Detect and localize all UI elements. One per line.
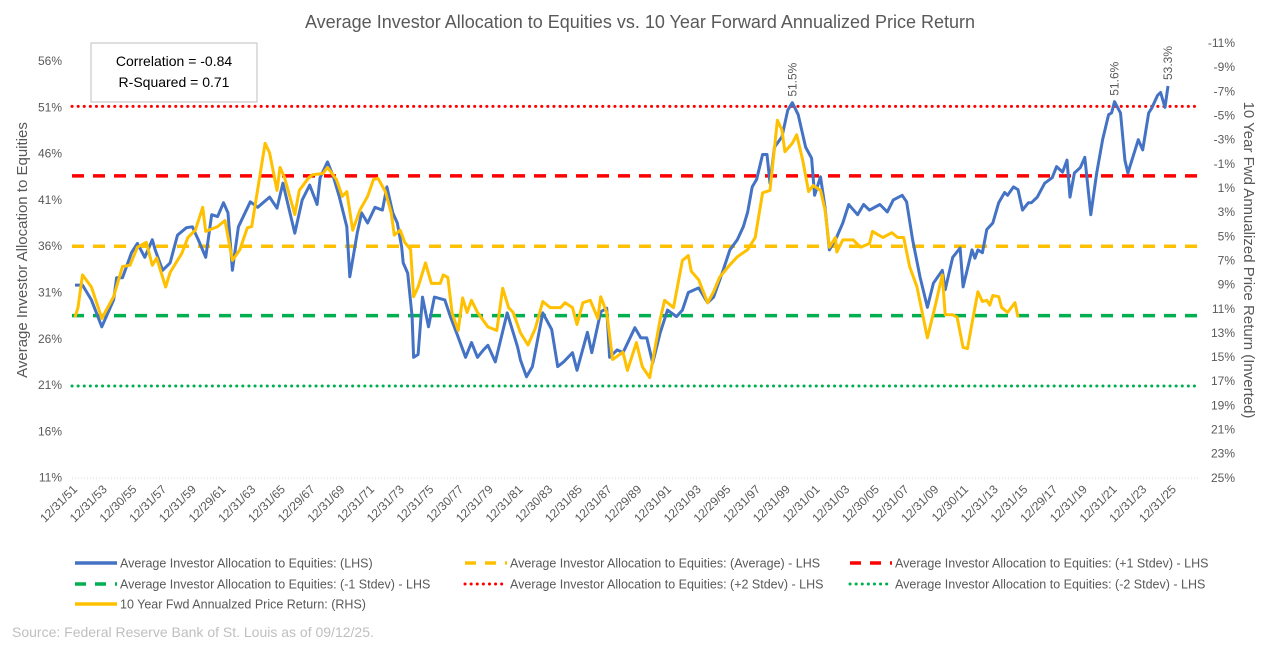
y-tick-label-left: 41% <box>38 193 62 207</box>
y-tick-label-left: 21% <box>38 378 62 392</box>
y-tick-label-left: 46% <box>38 147 62 161</box>
data-label: 51.5% <box>785 62 799 96</box>
y-tick-label-right: -5% <box>1214 108 1236 122</box>
y-tick-label-right: 5% <box>1218 229 1236 243</box>
y-tick-label-left: 31% <box>38 286 62 300</box>
series-line-allocation <box>75 85 1170 379</box>
y-axis-title-left: Average Investor Allocation to Equities <box>14 122 31 378</box>
series-group <box>73 85 1170 380</box>
y-tick-label-left: 51% <box>38 100 62 114</box>
y-tick-label-right: 13% <box>1211 326 1235 340</box>
source-note: Source: Federal Reserve Bank of St. Loui… <box>12 624 374 640</box>
y-tick-label-right: 23% <box>1211 447 1235 461</box>
legend-item-label: Average Investor Allocation to Equities:… <box>895 578 1205 592</box>
stats-box: Correlation = -0.84 R-Squared = 0.71 <box>90 42 258 103</box>
y-tick-label-right: -3% <box>1214 133 1236 147</box>
legend-item-label: Average Investor Allocation to Equities:… <box>510 557 820 571</box>
y-tick-label-right: -9% <box>1214 60 1236 74</box>
y-axis-left: 11% 16% 21% 26% 31% 36% 41% 46% 51% 56% <box>38 54 62 485</box>
y-tick-label-left: 56% <box>38 54 62 68</box>
legend-item-label: Average Investor Allocation to Equities:… <box>510 578 823 592</box>
data-label: 51.6% <box>1108 61 1122 95</box>
y-tick-label-right: 11% <box>1212 302 1235 316</box>
correlation-label: Correlation = -0.84 <box>116 53 233 69</box>
data-label: 53.3% <box>1161 46 1175 80</box>
y-tick-label-right: 19% <box>1211 398 1235 412</box>
reference-lines <box>70 104 1200 388</box>
legend: Average Investor Allocation to Equities:… <box>75 557 1208 612</box>
annotations: 51.5% 51.6% 53.3% <box>785 46 1175 97</box>
y-tick-label-right: 17% <box>1211 374 1235 388</box>
legend-item-label: 10 Year Fwd Annualzed Price Return: (RHS… <box>120 598 366 612</box>
chart-title: Average Investor Allocation to Equities … <box>305 12 975 32</box>
series-line-forward-return <box>73 118 1020 380</box>
y-tick-label-left: 16% <box>38 424 62 438</box>
legend-item-label: Average Investor Allocation to Equities:… <box>895 557 1208 571</box>
y-tick-label-right: 25% <box>1211 471 1235 485</box>
r-squared-label: R-Squared = 0.71 <box>119 74 230 90</box>
legend-item-label: Average Investor Allocation to Equities:… <box>120 557 373 571</box>
y-axis-right: -11% -9% -7% -5% -3% -1% 1% 3% 5% 7% 9% 11% 13% 15% 17… <box>1208 36 1235 485</box>
y-tick-label-left: 36% <box>38 239 62 253</box>
y-tick-label-right: -7% <box>1214 84 1236 98</box>
y-tick-label-right: 9% <box>1218 278 1236 292</box>
stats-box-frame <box>90 42 258 103</box>
y-tick-label-left: 11% <box>39 471 62 485</box>
y-tick-label-right: 15% <box>1211 350 1235 364</box>
x-axis: 12/31/5112/31/5312/30/5512/31/5712/31/59… <box>37 482 1179 525</box>
y-tick-label-right: 1% <box>1218 181 1236 195</box>
y-tick-label-left: 26% <box>38 332 62 346</box>
y-tick-label-right: 21% <box>1211 423 1235 437</box>
y-tick-label-right: 3% <box>1218 205 1236 219</box>
y-axis-title-right: 10 Year Fwd Annualized Price Return (Inv… <box>1240 102 1257 419</box>
y-tick-label-right: -1% <box>1214 157 1236 171</box>
y-tick-label-right: 7% <box>1218 253 1236 267</box>
legend-item-label: Average Investor Allocation to Equities:… <box>120 578 430 592</box>
y-tick-label-right: -11% <box>1208 36 1235 50</box>
